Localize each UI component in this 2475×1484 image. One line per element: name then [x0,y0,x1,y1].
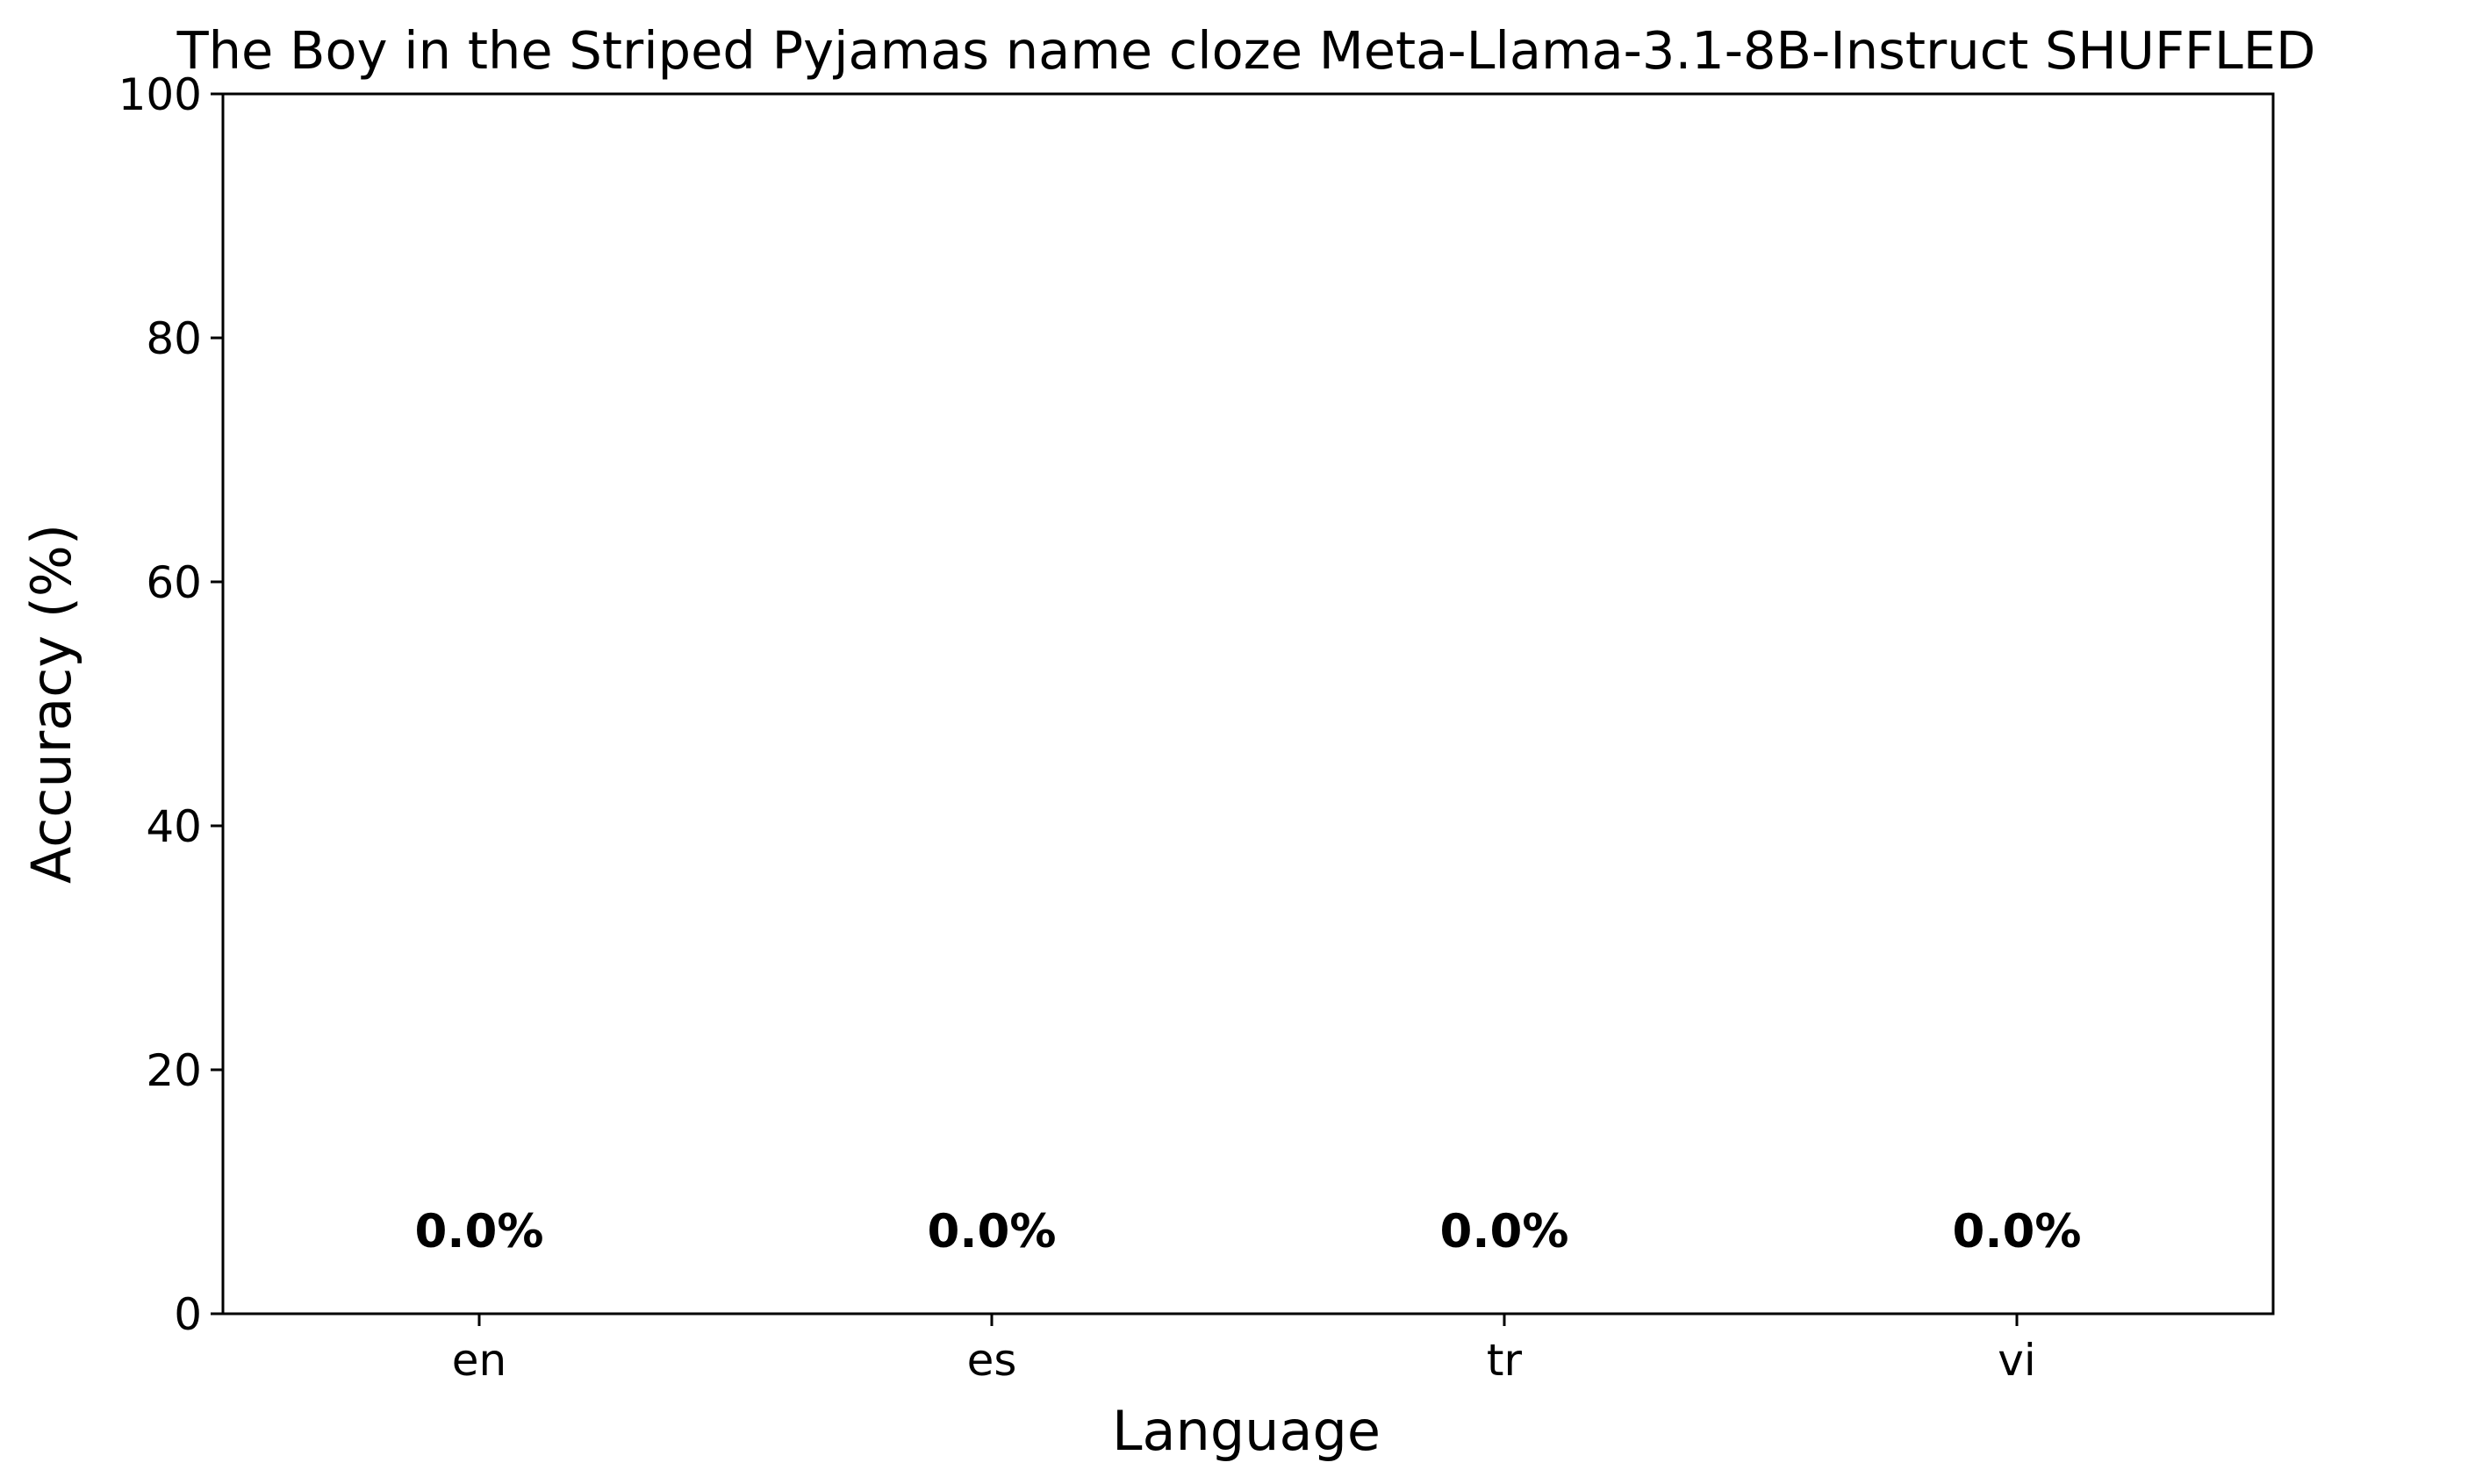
data-label-es: 0.0% [928,1205,1057,1258]
data-label-tr: 0.0% [1440,1205,1569,1258]
y-tick-label: 0 [174,1289,202,1340]
x-axis-label: Language [1112,1399,1381,1463]
chart-title: The Boy in the Striped Pyjamas name cloz… [176,20,2316,81]
y-tick-label: 60 [146,557,202,608]
y-tick-label: 20 [146,1045,202,1096]
data-label-vi: 0.0% [1953,1205,2082,1258]
x-tick-label: es [967,1335,1017,1386]
data-labels: 0.0% 0.0% 0.0% 0.0% [415,1205,2082,1258]
y-tick-label: 100 [118,69,202,120]
x-tick-label: en [452,1335,506,1386]
x-tick-label: tr [1487,1335,1523,1386]
y-axis: 0 20 40 60 80 100 [118,69,223,1340]
plot-frame [221,92,2275,1316]
y-axis-label: Accuracy (%) [19,524,83,884]
y-tick-label: 40 [146,801,202,852]
data-label-en: 0.0% [415,1205,544,1258]
x-tick-label: vi [1998,1335,2035,1386]
x-axis: en es tr vi [452,1314,2036,1386]
y-tick-label: 80 [146,313,202,364]
